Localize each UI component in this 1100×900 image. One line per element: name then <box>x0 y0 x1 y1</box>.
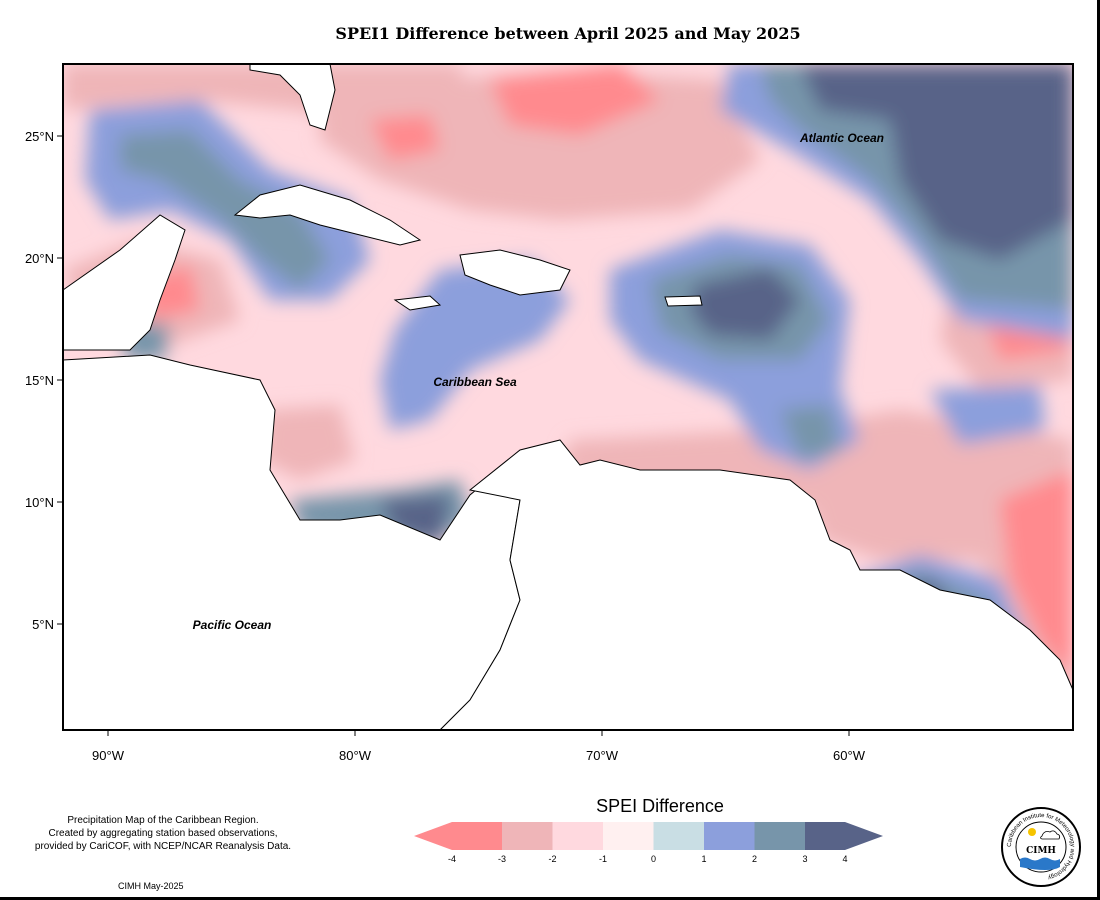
x-tick-label: 80°W <box>339 748 372 763</box>
land-puerto-rico <box>664 295 703 307</box>
legend-tick-label: 2 <box>752 854 757 864</box>
legend-colorbar: -4 -3 -2 -1 0 1 2 3 4 <box>414 822 883 864</box>
field-neg-bahamas-core <box>370 115 440 160</box>
credits-line-3: provided by CariCOF, with NCEP/NCAR Rean… <box>34 841 292 852</box>
field-pos-atlantic-core <box>800 64 1073 260</box>
legend-tick-label: 0 <box>651 854 656 864</box>
field-pos-windward <box>780 405 840 460</box>
land <box>62 63 1074 731</box>
legend-swatch--3_-2 <box>502 822 553 850</box>
land-jamaica <box>393 295 442 311</box>
y-axis: 25°N 20°N 15°N 10°N 5°N <box>25 129 63 632</box>
legend-swatch--1_0 <box>603 822 654 850</box>
map-border <box>62 63 1074 731</box>
logo-name: CIMH <box>1026 846 1056 856</box>
y-tick-label: 5°N <box>32 617 54 632</box>
legend-tick-label: -1 <box>599 854 607 864</box>
frame-right-edge <box>1097 0 1100 900</box>
land-cuba <box>233 184 422 246</box>
legend-swatch--2_-1 <box>552 822 604 850</box>
pacific-ocean-label: Pacific Ocean <box>193 618 272 632</box>
legend-tick-label: -2 <box>548 854 556 864</box>
caribbean-sea-label: Caribbean Sea <box>433 375 517 389</box>
x-tick-label: 90°W <box>92 748 125 763</box>
land-hispaniola <box>459 249 571 296</box>
credits-line-2: Created by aggregating station based obs… <box>48 828 278 839</box>
legend-tick-label: -3 <box>498 854 506 864</box>
legend-tick-label: 4 <box>842 854 847 864</box>
field-pos-east-mid <box>930 385 1045 445</box>
atlantic-ocean-label: Atlantic Ocean <box>799 131 884 145</box>
y-tick-label: 20°N <box>25 251 54 266</box>
legend-tick-label: 3 <box>802 854 807 864</box>
waves-icon <box>1020 857 1060 870</box>
credits-text: Precipitation Map of the Caribbean Regio… <box>8 814 318 853</box>
frame-bottom-edge <box>0 897 1100 900</box>
field-neg-north-core <box>490 64 660 135</box>
y-tick-label: 15°N <box>25 373 54 388</box>
field-neg-east-low-core <box>1000 470 1073 680</box>
legend-swatch-below-minus-3 <box>414 822 502 850</box>
field-pos-cuba-core <box>120 130 330 290</box>
land-south-america <box>438 439 1074 731</box>
legend-swatch-above-3 <box>805 822 883 850</box>
field-neg-east-low <box>800 410 1073 700</box>
field-neg-bahamas <box>320 70 760 220</box>
y-tick-label: 25°N <box>25 129 54 144</box>
field-neg-honduras <box>260 405 355 480</box>
legend-tick-label: -4 <box>448 854 456 864</box>
legend-swatch-2_3 <box>754 822 806 850</box>
land-yucatan <box>62 214 186 351</box>
legend-swatch-0_1 <box>653 822 705 850</box>
cloud-icon <box>1040 830 1061 840</box>
land-florida <box>249 63 336 131</box>
x-axis: 90°W 80°W 70°W 60°W <box>92 730 866 763</box>
field-pos-central-s-core <box>380 495 450 545</box>
y-tick-label: 10°N <box>25 495 54 510</box>
legend-swatch-1_2 <box>704 822 755 850</box>
cimh-logo: Caribbean Institute for Meteorology and … <box>1001 807 1081 887</box>
legend-tick-label: 1 <box>701 854 706 864</box>
x-tick-label: 70°W <box>586 748 619 763</box>
credits-line-1: Precipitation Map of the Caribbean Regio… <box>67 815 259 826</box>
map-title: SPEI1 Difference between April 2025 and … <box>335 24 801 43</box>
sun-icon <box>1028 828 1036 836</box>
field-pos-puertorico-core <box>690 268 800 340</box>
x-tick-label: 60°W <box>833 748 866 763</box>
map-svg: 90°W 80°W 70°W 60°W 25°N 20°N 15°N 10°N 5°N Atl… <box>25 63 1074 763</box>
legend-title: SPEI Difference <box>596 796 724 816</box>
cimh-stamp: CIMH May-2025 <box>118 881 184 891</box>
